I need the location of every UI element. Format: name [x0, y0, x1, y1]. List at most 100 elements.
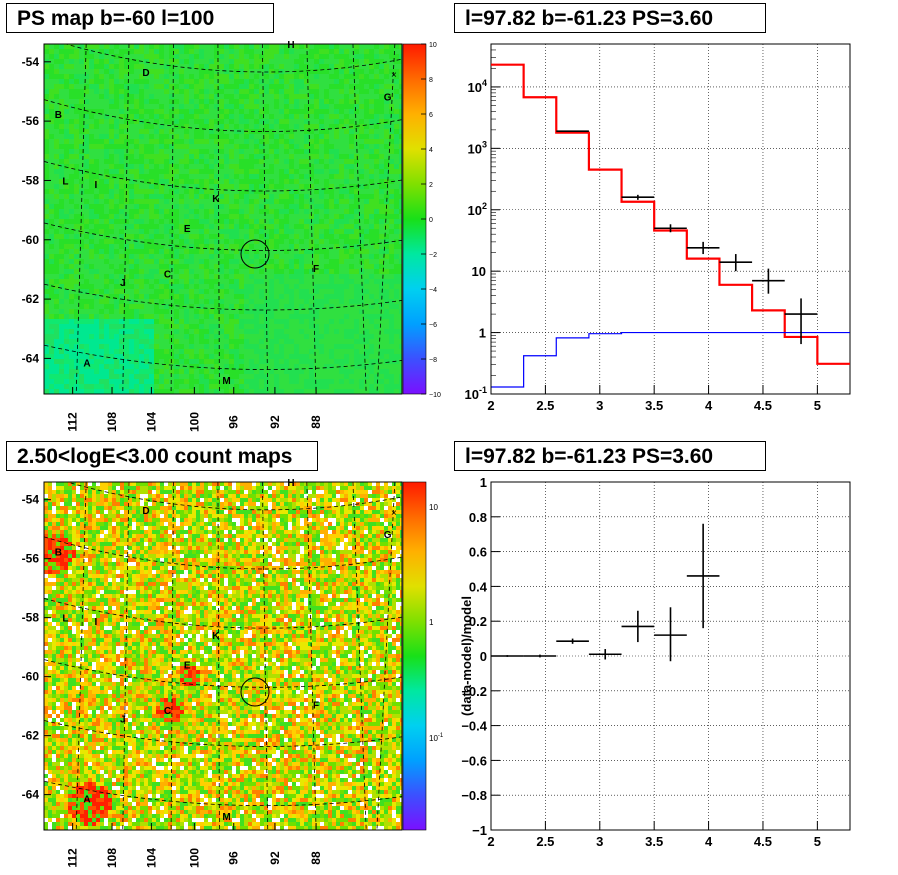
heatmap-cell	[324, 74, 329, 79]
heatmap-cell	[304, 159, 309, 164]
heatmap-cell	[144, 64, 149, 69]
heatmap-cell	[119, 64, 124, 69]
heatmap-cell	[339, 234, 344, 239]
heatmap-cell	[369, 64, 374, 69]
heatmap-cell	[234, 89, 239, 94]
heatmap-cell	[304, 144, 309, 149]
heatmap-cell	[59, 259, 64, 264]
heatmap-cell	[154, 229, 159, 234]
heatmap-cell	[169, 159, 174, 164]
heatmap-cell	[224, 299, 229, 304]
heatmap-cell	[189, 179, 194, 184]
heatmap-cell	[374, 314, 379, 319]
heatmap-cell	[159, 119, 164, 124]
heatmap-cell	[214, 319, 219, 324]
heatmap-cell	[324, 159, 329, 164]
heatmap-cell	[364, 319, 369, 324]
heatmap-cell	[244, 204, 249, 209]
heatmap-cell	[154, 214, 159, 219]
heatmap-cell	[344, 124, 349, 129]
heatmap-cell	[104, 334, 109, 339]
heatmap-cell	[54, 239, 59, 244]
heatmap-cell	[109, 79, 114, 84]
heatmap-cell	[379, 99, 384, 104]
heatmap-cell	[64, 384, 69, 389]
heatmap-cell	[204, 309, 209, 314]
heatmap-cell	[344, 369, 349, 374]
heatmap-cell	[59, 354, 64, 359]
heatmap-cell	[354, 259, 359, 264]
heatmap-cell	[324, 274, 329, 279]
heatmap-cell	[229, 329, 234, 334]
heatmap-cell	[224, 54, 229, 59]
heatmap-cell	[174, 334, 179, 339]
heatmap-cell	[129, 59, 134, 64]
heatmap-cell	[229, 129, 234, 134]
heatmap-cell	[99, 264, 104, 269]
heatmap-cell	[369, 304, 374, 309]
heatmap-cell	[369, 324, 374, 329]
heatmap-cell	[324, 79, 329, 84]
heatmap-cell	[299, 294, 304, 299]
heatmap-cell	[279, 334, 284, 339]
heatmap-cell	[284, 84, 289, 89]
heatmap-cell	[169, 389, 174, 394]
heatmap-cell	[254, 274, 259, 279]
heatmap-cell	[84, 114, 89, 119]
heatmap-cell	[359, 189, 364, 194]
heatmap-cell	[204, 89, 209, 94]
heatmap-cell	[49, 304, 54, 309]
heatmap-cell	[174, 354, 179, 359]
heatmap-cell	[54, 234, 59, 239]
heatmap-cell	[339, 189, 344, 194]
heatmap-cell	[154, 49, 159, 54]
heatmap-cell	[299, 219, 304, 224]
heatmap-cell	[214, 299, 219, 304]
heatmap-cell	[119, 334, 124, 339]
heatmap-cell	[314, 54, 319, 59]
heatmap-cell	[239, 299, 244, 304]
heatmap-cell	[104, 134, 109, 139]
heatmap-cell	[229, 324, 234, 329]
heatmap-cell	[114, 374, 119, 379]
heatmap-cell	[264, 189, 269, 194]
heatmap-cell	[54, 359, 59, 364]
heatmap-cell	[74, 289, 79, 294]
heatmap-cell	[364, 159, 369, 164]
heatmap-cell	[244, 299, 249, 304]
heatmap-cell	[79, 309, 84, 314]
heatmap-cell	[109, 309, 114, 314]
heatmap-cell	[369, 119, 374, 124]
heatmap-cell	[399, 74, 402, 79]
heatmap-cell	[59, 169, 64, 174]
heatmap-cell	[254, 84, 259, 89]
heatmap-cell	[114, 154, 119, 159]
heatmap-cell	[189, 169, 194, 174]
heatmap-cell	[189, 229, 194, 234]
heatmap-cell	[299, 259, 304, 264]
heatmap-cell	[379, 224, 384, 229]
heatmap-cell	[74, 234, 79, 239]
heatmap-cell	[379, 254, 384, 259]
heatmap-cell	[129, 129, 134, 134]
heatmap-cell	[289, 79, 294, 84]
heatmap-cell	[359, 364, 364, 369]
heatmap-cell	[314, 289, 319, 294]
heatmap-cell	[99, 294, 104, 299]
heatmap-cell	[154, 329, 159, 334]
heatmap-cell	[199, 289, 204, 294]
heatmap-cell	[59, 374, 64, 379]
heatmap-cell	[339, 154, 344, 159]
heatmap-cell	[64, 244, 69, 249]
heatmap-cell	[49, 134, 54, 139]
heatmap-cell	[179, 384, 184, 389]
heatmap-cell	[294, 124, 299, 129]
heatmap-cell	[274, 244, 279, 249]
heatmap-cell	[284, 359, 289, 364]
heatmap-cell	[259, 369, 264, 374]
heatmap-cell	[334, 184, 339, 189]
heatmap-cell	[319, 284, 324, 289]
heatmap-cell	[214, 244, 219, 249]
heatmap-cell	[74, 329, 79, 334]
heatmap-cell	[124, 204, 129, 209]
